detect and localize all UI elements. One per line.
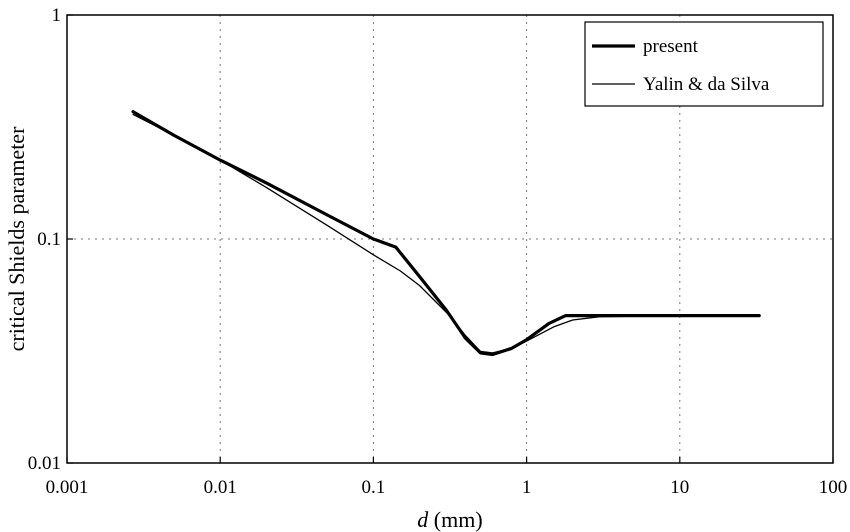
x-axis-title-symbol: d (417, 507, 429, 532)
y-tick-label: 0.1 (37, 229, 61, 250)
legend: present Yalin & da Silva (584, 21, 824, 107)
axis-ticks: 0.001 0.01 0.1 1 10 100 0.01 0.1 1 (28, 5, 848, 498)
x-tick-label: 0.01 (204, 477, 237, 498)
legend-label-present: present (643, 36, 699, 57)
x-tick-label: 10 (670, 477, 689, 498)
x-tick-label: 0.1 (362, 477, 386, 498)
series-line-present (131, 110, 761, 357)
series-line-yalin-da-silva (132, 113, 760, 354)
y-tick-label: 1 (52, 5, 62, 26)
x-axis-title: d (mm) (417, 507, 482, 532)
x-tick-label: 100 (819, 477, 848, 498)
x-tick-label: 0.001 (46, 477, 89, 498)
x-axis-title-unit: (mm) (428, 507, 482, 532)
series-layer (131, 110, 761, 357)
legend-box (584, 21, 824, 107)
legend-label-yalin-da-silva: Yalin & da Silva (643, 74, 770, 95)
y-axis-title: critical Shields parameter (4, 126, 29, 351)
x-tick-label: 1 (522, 477, 532, 498)
y-tick-label: 0.01 (28, 453, 61, 474)
